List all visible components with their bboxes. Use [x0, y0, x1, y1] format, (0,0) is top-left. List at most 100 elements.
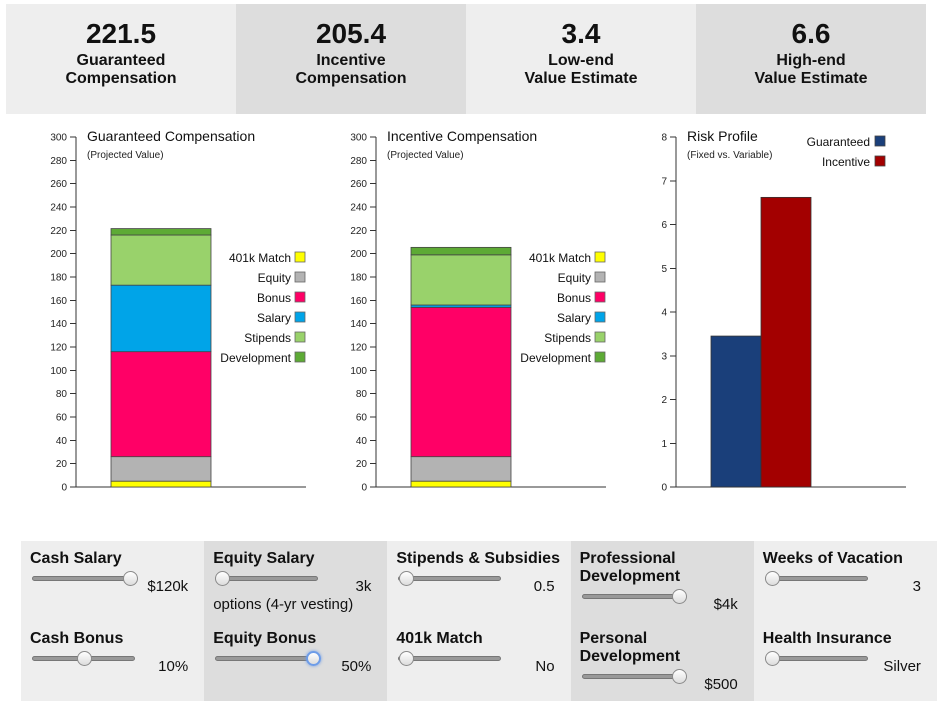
professional-development-slider[interactable]	[581, 589, 688, 604]
y-tick-label: 120	[50, 343, 67, 354]
chart-subtitle: (Projected Value)	[387, 150, 464, 161]
control-value: 10%	[158, 658, 189, 675]
equity-salary-slider[interactable]	[215, 571, 319, 586]
401k-match-slider[interactable]	[398, 651, 502, 666]
control-cash-salary: Cash Salary $120k	[21, 541, 205, 621]
y-tick-label: 7	[661, 176, 667, 187]
guaranteed-compensation-chart: 0 20 40 60 80 100 120 140 160 180 200 220 240 260 280 3…	[50, 128, 306, 494]
chart-title: Risk Profile	[687, 128, 758, 144]
legend-label-equity: Equity	[558, 271, 591, 285]
stat-label: High-end Value Estimate	[754, 52, 868, 87]
legend-swatch-equity	[594, 271, 606, 283]
bar-segment-equity	[410, 456, 512, 482]
slider-handle[interactable]	[764, 651, 780, 666]
control-value: 50%	[341, 658, 372, 675]
y-tick-label: 4	[661, 308, 667, 319]
stat-label: Guaranteed Compensation	[65, 52, 177, 87]
y-tick-label: 60	[56, 413, 68, 424]
control-value: 3k	[355, 578, 372, 595]
bar-guaranteed	[710, 335, 762, 488]
legend-swatch-development	[294, 351, 306, 363]
legend-swatch-equity	[294, 271, 306, 283]
legend-label-salary: Salary	[557, 311, 591, 325]
slider-handle[interactable]	[306, 651, 322, 666]
y-tick-label: 260	[50, 179, 67, 190]
control-401k-match: 401k Match No	[387, 621, 571, 701]
y-tick-label: 1	[661, 439, 667, 450]
slider-handle[interactable]	[398, 571, 414, 586]
bar-segment-401k-match	[410, 480, 512, 488]
legend-label-bonus: Bonus	[257, 291, 291, 305]
y-tick-label: 300	[50, 133, 67, 144]
slider-handle[interactable]	[76, 651, 92, 666]
control-label: Health Insurance	[762, 630, 892, 647]
legend-swatch-development	[594, 351, 606, 363]
y-tick-label: 100	[50, 366, 67, 377]
y-tick-label: 180	[350, 273, 367, 284]
personal-development-slider[interactable]	[581, 669, 688, 684]
y-tick-label: 5	[661, 264, 667, 275]
y-tick-label: 300	[350, 133, 367, 144]
legend-swatch-stipends	[294, 331, 306, 343]
control-label: Professional Development	[579, 550, 681, 585]
y-tick-label: 280	[50, 156, 67, 167]
control-equity-salary: Equity Salary 3k options (4-yr vesting)	[204, 541, 388, 621]
control-label: Personal Development	[579, 630, 681, 665]
y-tick-label: 40	[56, 436, 68, 447]
control-weeks-of-vacation: Weeks of Vacation 3	[753, 541, 937, 621]
y-tick-label: 160	[50, 296, 67, 307]
stat-label: Low-end Value Estimate	[524, 52, 638, 87]
y-tick-label: 0	[61, 483, 67, 494]
stat-value: 3.4	[561, 18, 601, 49]
legend-swatch-salary	[594, 311, 606, 323]
stat-label: Incentive Compensation	[295, 52, 407, 87]
legend-label-stipends: Stipends	[244, 331, 291, 345]
control-value: $500	[704, 676, 738, 693]
y-tick-label: 2	[661, 395, 667, 406]
control-health-insurance: Health Insurance Silver	[753, 621, 937, 701]
y-tick-label: 0	[361, 483, 367, 494]
cash-bonus-slider[interactable]	[32, 651, 135, 666]
equity-bonus-slider[interactable]	[215, 651, 322, 666]
stat-value: 6.6	[791, 18, 831, 49]
legend-swatch-401k-match	[594, 251, 606, 263]
control-label: Cash Salary	[30, 550, 122, 567]
y-tick-label: 220	[350, 226, 367, 237]
control-value: Silver	[883, 658, 921, 675]
stat-incentive: 205.4 Incentive Compensation	[236, 4, 466, 114]
slider-handle[interactable]	[672, 589, 688, 604]
stipends-subsidies-slider[interactable]	[398, 571, 502, 586]
y-tick-label: 140	[50, 319, 67, 330]
y-tick-label: 260	[350, 179, 367, 190]
slider-handle[interactable]	[398, 651, 414, 666]
control-cash-bonus: Cash Bonus 10%	[21, 621, 205, 701]
y-tick-label: 220	[50, 226, 67, 237]
incentive-compensation-chart: 0 20 40 60 80 100 120 140 160 180 200 220 240 260 280 3…	[350, 128, 606, 494]
y-tick-label: 20	[356, 459, 368, 470]
chart-title: Guaranteed Compensation	[87, 128, 255, 144]
cash-salary-slider[interactable]	[32, 571, 138, 586]
y-tick-label: 280	[350, 156, 367, 167]
control-value: $120k	[147, 578, 189, 595]
slider-handle[interactable]	[672, 669, 688, 684]
legend-swatch-incentive	[874, 155, 886, 167]
y-tick-label: 20	[56, 459, 68, 470]
weeks-of-vacation-slider[interactable]	[764, 571, 868, 586]
y-tick-label: 6	[661, 220, 667, 231]
y-tick-label: 140	[350, 319, 367, 330]
control-label: Equity Bonus	[213, 630, 317, 647]
slider-handle[interactable]	[122, 571, 138, 586]
slider-handle[interactable]	[215, 571, 231, 586]
y-tick-label: 200	[350, 249, 367, 260]
bar-segment-stipends	[110, 234, 212, 286]
control-label: 401k Match	[396, 630, 483, 647]
stat-value: 221.5	[85, 18, 157, 49]
legend-label-salary: Salary	[257, 311, 291, 325]
slider-handle[interactable]	[764, 571, 780, 586]
control-stipends-subsidies: Stipends & Subsidies 0.5	[387, 541, 571, 621]
health-insurance-slider[interactable]	[764, 651, 868, 666]
legend-swatch-bonus	[294, 291, 306, 303]
legend-label-incentive: Incentive	[822, 155, 870, 169]
y-tick-label: 180	[50, 273, 67, 284]
legend-label-401k-match: 401k Match	[529, 251, 591, 265]
